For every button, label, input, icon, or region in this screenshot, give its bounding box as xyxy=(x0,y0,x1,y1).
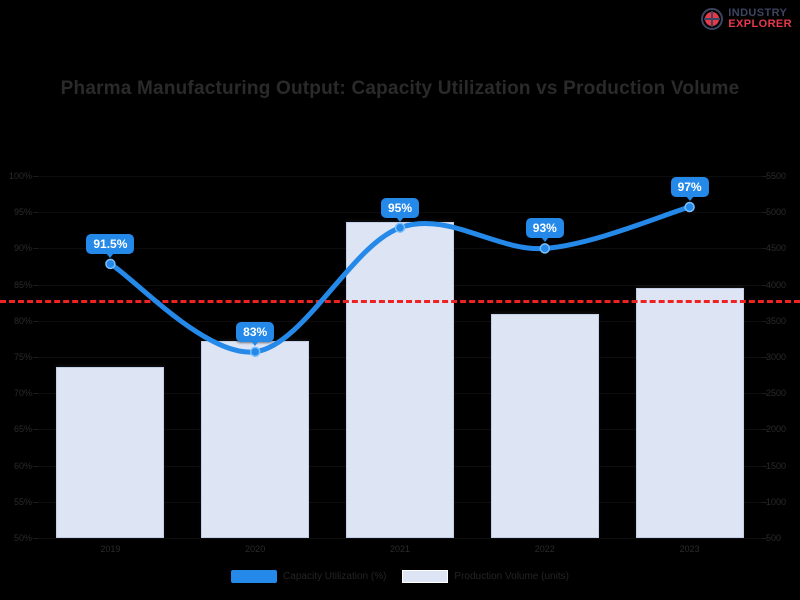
y-axis-left-tick: 55% xyxy=(13,496,32,507)
y-axis-left-tick: 80% xyxy=(13,315,32,326)
tick-mark xyxy=(762,538,767,539)
x-axis-tick: 2019 xyxy=(100,544,121,554)
line-marker[interactable] xyxy=(249,346,261,358)
data-label: 97% xyxy=(670,177,709,202)
tick-mark xyxy=(762,429,767,431)
x-axis-tick: 2023 xyxy=(679,544,700,554)
y-axis-left-tick: 75% xyxy=(13,352,32,362)
y-axis-left-tick: 100% xyxy=(8,171,32,181)
x-axis-tick: 2022 xyxy=(534,544,555,554)
x-axis-tick: 2021 xyxy=(389,544,411,554)
tick-mark xyxy=(762,393,767,395)
line-marker[interactable] xyxy=(684,201,695,213)
logo-line-2: EXPLORER xyxy=(728,18,792,30)
line-markers xyxy=(105,201,695,358)
y-axis-left-tick: 60% xyxy=(13,460,32,471)
line-marker[interactable] xyxy=(105,258,116,270)
y-axis-left-tick: 50% xyxy=(13,533,32,543)
y-axis-left-tick: 95% xyxy=(13,207,32,218)
y-axis-right-tick: 5500 xyxy=(766,171,787,181)
line-marker[interactable] xyxy=(394,222,406,233)
tick-mark xyxy=(762,212,767,214)
line-path xyxy=(107,204,693,355)
tick-mark xyxy=(762,357,767,358)
tick-mark xyxy=(762,320,767,322)
y-axis-right-tick: 2000 xyxy=(766,424,787,435)
bar[interactable] xyxy=(201,340,310,538)
y-axis-right-tick: 3500 xyxy=(766,315,787,326)
plot-area: 91.5% 83% 95% 93% 97% xyxy=(0,176,800,539)
y-axis-right-tick: 500 xyxy=(766,533,782,543)
y-axis-right-tick: 1000 xyxy=(766,496,787,507)
bar[interactable] xyxy=(635,287,744,538)
legend-swatch xyxy=(231,570,278,583)
gridline xyxy=(38,538,762,539)
y-axis-right-tick: 3000 xyxy=(766,352,787,362)
bar[interactable] xyxy=(56,366,165,538)
gridline xyxy=(38,176,762,177)
x-axis-tick: 2020 xyxy=(245,544,266,554)
tick-mark xyxy=(762,248,767,250)
legend-label: Production Volume (units) xyxy=(454,571,569,582)
brand-logo: INDUSTRY EXPLORER xyxy=(700,5,792,33)
tick-mark xyxy=(33,393,38,395)
y-axis-left-tick: 70% xyxy=(13,388,32,399)
legend-item[interactable]: Capacity Utilization (%) xyxy=(231,570,386,583)
threshold-line xyxy=(0,300,800,304)
data-label: 93% xyxy=(525,218,564,243)
y-axis-right-tick: 2500 xyxy=(766,388,787,399)
bar[interactable] xyxy=(490,314,599,538)
y-axis-left-tick: 65% xyxy=(13,424,32,435)
data-label: 83% xyxy=(236,321,275,346)
line-marker[interactable] xyxy=(539,243,551,254)
chart-title: Pharma Manufacturing Output: Capacity Ut… xyxy=(60,78,740,99)
tick-mark xyxy=(762,465,767,467)
y-axis-right-tick: 5000 xyxy=(766,207,787,218)
line-series xyxy=(105,201,695,358)
tick-mark xyxy=(33,284,38,286)
chart-legend: Capacity Utilization (%) Production Volum… xyxy=(0,570,800,583)
tick-mark xyxy=(33,320,38,322)
bar[interactable] xyxy=(346,222,454,538)
y-axis-right-tick: 1500 xyxy=(766,460,787,471)
data-label: 91.5% xyxy=(86,233,135,258)
legend-item[interactable]: Production Volume (units) xyxy=(402,570,569,583)
tick-mark xyxy=(33,501,38,503)
y-axis-right-tick: 4000 xyxy=(766,279,787,290)
tick-mark xyxy=(33,357,38,358)
legend-swatch xyxy=(402,570,449,583)
data-label: 95% xyxy=(380,197,420,222)
tick-mark xyxy=(33,176,38,177)
tick-mark xyxy=(33,538,38,539)
tick-mark xyxy=(33,212,38,214)
logo-line-1: INDUSTRY xyxy=(728,7,788,19)
tick-mark xyxy=(33,248,38,250)
legend-label: Capacity Utilization (%) xyxy=(283,571,387,582)
target-icon xyxy=(700,7,724,31)
tick-mark xyxy=(762,501,767,503)
y-axis-left-tick: 85% xyxy=(13,279,32,290)
tick-mark xyxy=(762,176,767,177)
y-axis-right-tick: 4500 xyxy=(766,243,787,254)
y-axis-left-tick: 90% xyxy=(13,243,32,254)
tick-mark xyxy=(33,465,38,467)
tick-mark xyxy=(33,429,38,431)
tick-mark xyxy=(762,284,767,286)
